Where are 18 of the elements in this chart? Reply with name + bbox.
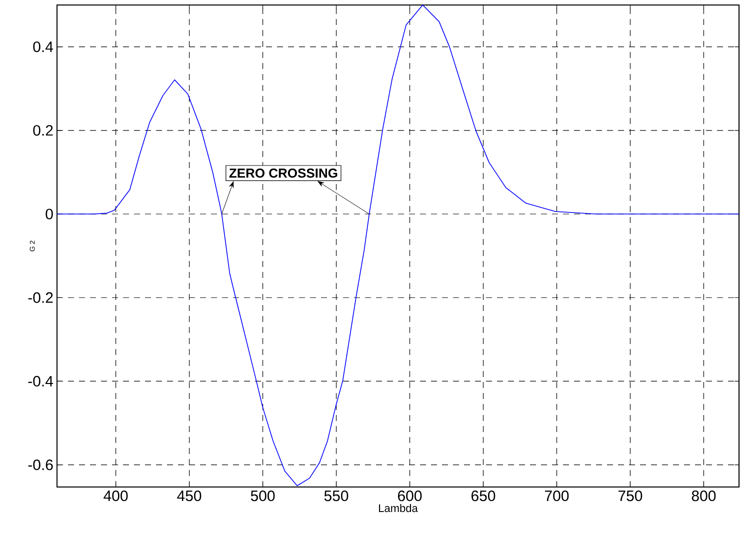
x-tick-label: 500 [250,490,275,502]
y-tick-label: -0.2 [28,292,53,303]
y-tick-label: 0.2 [33,125,53,136]
x-axis-title: Lambda [379,504,418,512]
annotation: ZERO CROSSING [229,168,338,178]
x-tick-label: 650 [472,490,496,502]
y-tick-label: -0.4 [28,376,54,387]
x-tick-label: 600 [398,490,422,502]
y-tick-label: -0.6 [28,460,53,470]
x-tick-label: 800 [692,490,716,502]
line-series [57,4,739,486]
x-tick-label: 400 [104,490,128,502]
x-tick-label: 550 [324,490,348,502]
x-tick-label: 450 [177,490,202,502]
x-tick-label: 750 [618,490,642,502]
x-tick-label: 700 [545,490,569,502]
y-tick-label: 0 [46,208,53,220]
y-tick-label: 0.4 [33,41,54,52]
